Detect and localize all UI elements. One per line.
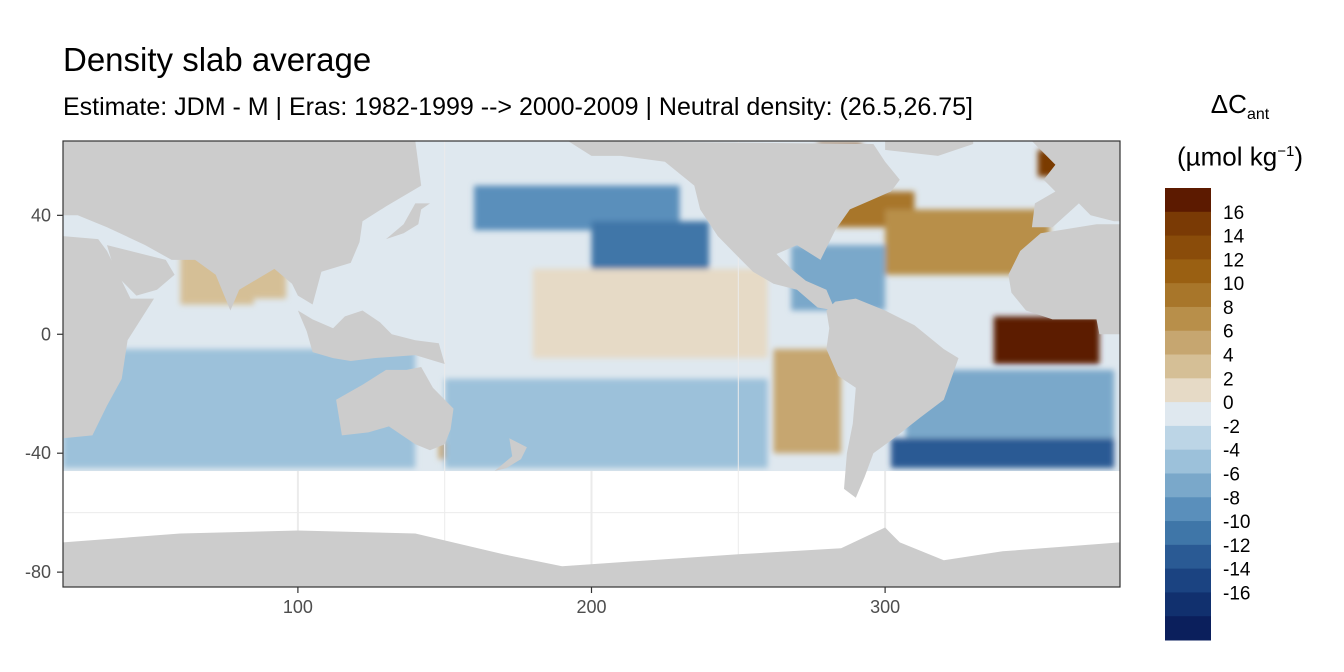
legend-swatch: [1165, 259, 1211, 284]
legend-swatch: [1165, 235, 1211, 260]
legend-swatch: [1165, 592, 1211, 617]
legend-label: 6: [1223, 322, 1234, 343]
region-cell: [773, 349, 842, 454]
x-tick-label: 100: [283, 597, 313, 617]
legend-swatch: [1165, 211, 1211, 237]
region-cell: [444, 378, 768, 469]
y-axis: 40 0 -40 -80: [25, 205, 63, 582]
legend-label: -10: [1223, 512, 1250, 533]
land-south-america: [826, 298, 959, 498]
legend-unit-prefix: (µmol kg: [1177, 141, 1278, 172]
legend-swatch: [1165, 473, 1211, 498]
land-antarctica: [63, 527, 1120, 587]
land-eurasia: [63, 141, 422, 311]
region-cell: [532, 268, 768, 359]
legend-swatch: [1165, 425, 1211, 451]
chart-title: Density slab average: [63, 41, 372, 78]
region-cell: [993, 316, 1100, 364]
land-masses: [63, 141, 1120, 587]
legend-label: 12: [1223, 250, 1244, 271]
legend-unit-sup: −1: [1277, 143, 1295, 160]
anomaly-regions: [63, 143, 1120, 469]
legend-swatch: [1165, 188, 1211, 213]
legend-label: 16: [1223, 203, 1244, 224]
legend-unit-suffix: ): [1294, 141, 1303, 172]
land-greenland: [885, 141, 974, 156]
legend-unit: (µmol kg−1): [1160, 134, 1320, 175]
x-axis: 100 200 300: [283, 587, 900, 617]
land-arabia: [107, 245, 175, 296]
legend-swatch: [1165, 283, 1211, 308]
legend-swatch: [1165, 497, 1211, 522]
legend-swatch: [1165, 306, 1211, 332]
legend-swatch: [1165, 449, 1211, 474]
legend-label: -14: [1223, 560, 1251, 581]
land-north-america: [568, 141, 900, 311]
chart-subtitle: Estimate: JDM - M | Eras: 1982-1999 --> …: [63, 93, 973, 121]
x-tick-label: 300: [870, 597, 900, 617]
legend-label: 4: [1223, 346, 1234, 367]
legend-label: 0: [1223, 393, 1234, 414]
legend-label: -8: [1223, 488, 1240, 509]
legend-title: ΔCant: [1160, 86, 1320, 133]
legend-label: -12: [1223, 536, 1250, 557]
legend-swatch: [1165, 402, 1211, 427]
region-cell: [591, 221, 709, 269]
legend-label: 14: [1223, 227, 1245, 248]
legend-label: 10: [1223, 274, 1244, 295]
legend-label: -16: [1223, 583, 1250, 604]
legend-swatch: [1165, 544, 1211, 570]
legend-swatch: [1165, 568, 1211, 593]
y-tick-label: 0: [41, 324, 51, 344]
legend-swatch: [1165, 616, 1211, 641]
legend-label: -6: [1223, 464, 1240, 485]
region-cell: [890, 438, 1115, 469]
legend-label: -4: [1223, 441, 1240, 462]
x-tick-label: 200: [576, 597, 606, 617]
region-cell: [791, 245, 886, 311]
legend-subscript: ant: [1246, 106, 1270, 124]
y-tick-label: 40: [31, 205, 51, 225]
land-africa: [63, 236, 154, 439]
legend-label: -2: [1223, 417, 1240, 438]
plot-panel: [63, 141, 1120, 587]
legend-swatch: [1165, 330, 1211, 356]
y-tick-label: -40: [25, 443, 51, 463]
legend-swatch: [1165, 354, 1211, 379]
land-australia: [336, 367, 454, 451]
land-se-asia: [297, 310, 445, 364]
land-europe-w: [1031, 141, 1120, 228]
legend-label: 2: [1223, 369, 1234, 390]
land-africa-w: [1008, 224, 1120, 335]
land-new-zealand: [494, 438, 527, 471]
legend-symbol: ΔC: [1210, 89, 1247, 119]
y-tick-label: -80: [25, 562, 51, 582]
land-japan: [386, 203, 430, 240]
legend-swatch: [1165, 378, 1211, 403]
legend-swatch: [1165, 521, 1211, 546]
legend-label: 8: [1223, 298, 1234, 319]
